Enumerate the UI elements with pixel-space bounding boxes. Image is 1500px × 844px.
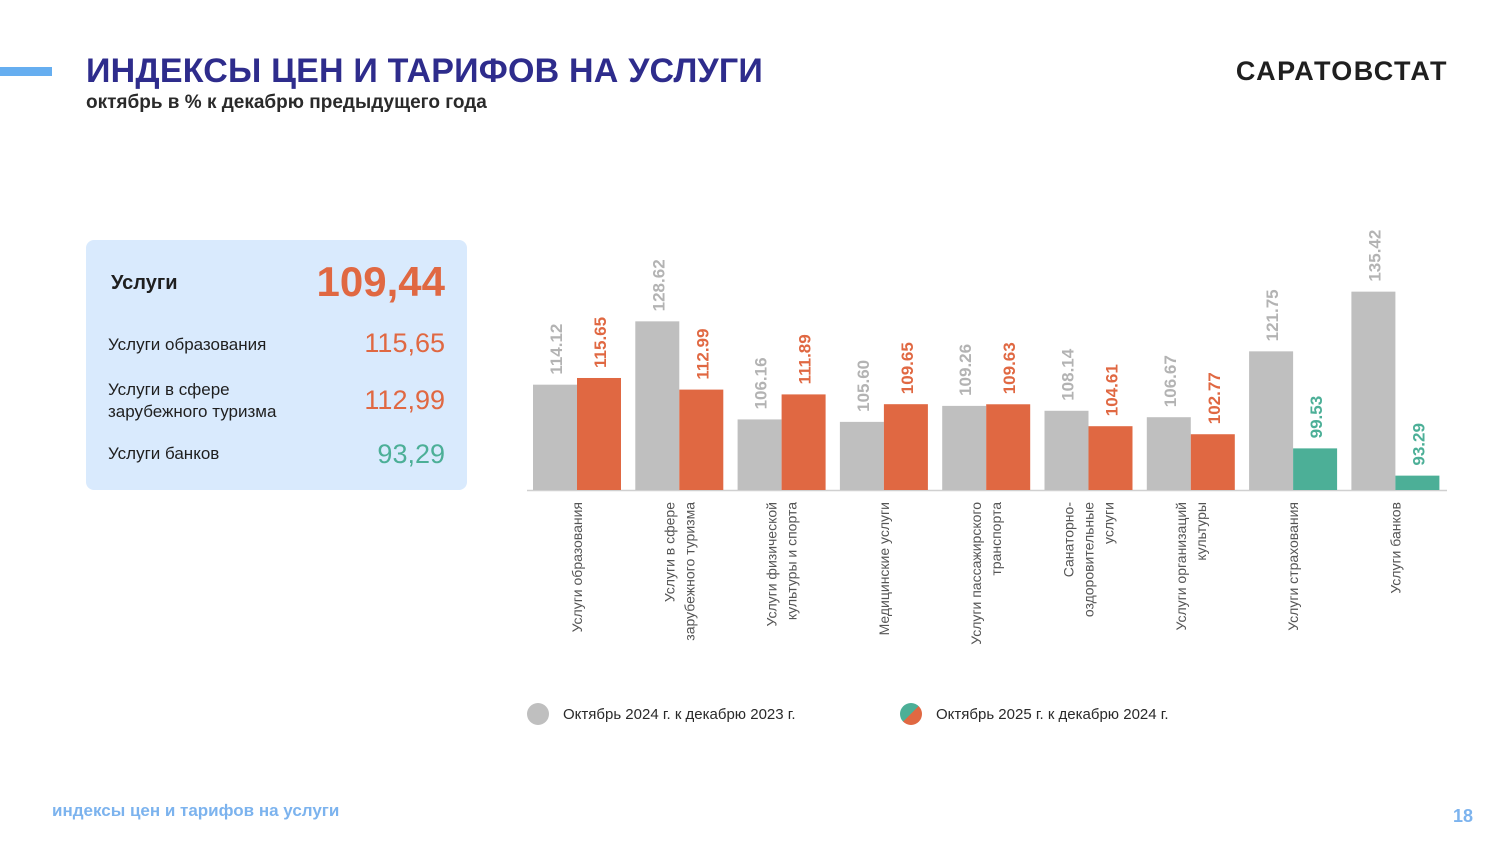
category-label: Услуги образования: [569, 502, 585, 632]
bar-2025: [577, 377, 621, 490]
bar-2024: [1249, 351, 1294, 490]
category-label: Услуги страхования: [1285, 502, 1301, 631]
category-label: Медицинские услуги: [876, 502, 892, 635]
category-label: Услуги организаций культуры: [1173, 502, 1209, 631]
bar-value-label: 104.61: [1103, 364, 1122, 416]
legend-item-2024: Октябрь 2024 г. к декабрю 2023 г.: [527, 702, 796, 726]
category-label: Услуги в сфере зарубежного туризма: [661, 502, 697, 641]
bar-value-label: 121.75: [1263, 289, 1282, 341]
summary-item-value: 115,65: [364, 328, 445, 358]
bar-value-label: 109.63: [1000, 342, 1019, 394]
summary-item-value: 93,29: [377, 439, 445, 469]
summary-item-label: Услуги банков: [108, 444, 220, 463]
bar-2025: [679, 389, 724, 490]
bar-2025: [1190, 434, 1235, 490]
legend-label: Октябрь 2024 г. к декабрю 2023 г.: [563, 705, 796, 723]
bar-value-label: 102.77: [1205, 372, 1224, 424]
legend-label: Октябрь 2025 г. к декабрю 2024 г.: [936, 705, 1169, 723]
bar-2024: [635, 321, 680, 490]
page-number: 18: [1452, 806, 1473, 826]
summary-panel: Услуги 109,44 Услуги образования 115,65 …: [86, 240, 467, 490]
bar-value-label: 128.62: [649, 259, 668, 311]
summary-item-value: 112,99: [364, 385, 445, 415]
summary-main-label: Услуги: [111, 272, 178, 294]
category-label: Услуги физической культуры и спорта: [764, 502, 800, 627]
bar-chart: 114.12 115.65 Услуги образования 128.62 112.…: [527, 230, 1447, 645]
bar-2025: [1088, 426, 1133, 490]
bar-2025: [883, 404, 928, 490]
bar-2024: [942, 405, 987, 490]
summary-item-label: Услуги образования: [108, 335, 267, 354]
category-label: Услуги пассажирского транспорта: [968, 502, 1004, 645]
bar-value-label: 106.67: [1161, 355, 1180, 407]
category-label: Санаторно-оздоровительные услуги: [1061, 502, 1117, 617]
bar-2024: [737, 419, 782, 490]
page-title: ИНДЕКСЫ ЦЕН И ТАРИФОВ НА УСЛУГИ: [86, 52, 763, 90]
page-subtitle: октябрь в % к декабрю предыдущего года: [86, 92, 487, 113]
brand-logo-text: САРАТОВСТАТ: [1235, 56, 1448, 86]
bar-value-label: 135.42: [1365, 230, 1384, 282]
legend-swatch-gray: [527, 703, 549, 725]
bar-2025: [1293, 448, 1338, 490]
bar-value-label: 112.99: [693, 329, 712, 380]
accent-bar: [0, 67, 52, 76]
bar-value-label: 111.89: [796, 334, 815, 384]
bar-2025: [781, 394, 826, 490]
legend-item-2025: Октябрь 2025 г. к декабрю 2024 г.: [900, 702, 1169, 726]
bar-value-label: 109.26: [956, 344, 975, 396]
bar-value-label: 106.16: [752, 357, 771, 409]
summary-main-value: 109,44: [316, 258, 445, 305]
bar-2024: [1044, 410, 1089, 490]
bar-2025: [1395, 475, 1440, 490]
bar-value-label: 115.65: [591, 317, 610, 368]
bar-2024: [839, 421, 884, 490]
bar-value-label: 108.14: [1059, 348, 1078, 401]
bar-2024: [1146, 417, 1191, 490]
bar-value-label: 99.53: [1307, 396, 1326, 439]
bar-value-label: 93.29: [1409, 423, 1428, 466]
bar-value-label: 109.65: [898, 342, 917, 394]
bar-2024: [1351, 291, 1396, 490]
bar-2024: [533, 384, 577, 490]
summary-item-label: Услуги в сфере зарубежного туризма: [108, 380, 277, 421]
legend-swatch-split: [900, 703, 922, 725]
bar-value-label: 114.12: [547, 324, 566, 375]
bar-2025: [986, 404, 1031, 490]
footer-text: индексы цен и тарифов на услуги: [52, 801, 340, 820]
category-label: Услуги банков: [1387, 502, 1403, 594]
bar-value-label: 105.60: [854, 360, 873, 412]
